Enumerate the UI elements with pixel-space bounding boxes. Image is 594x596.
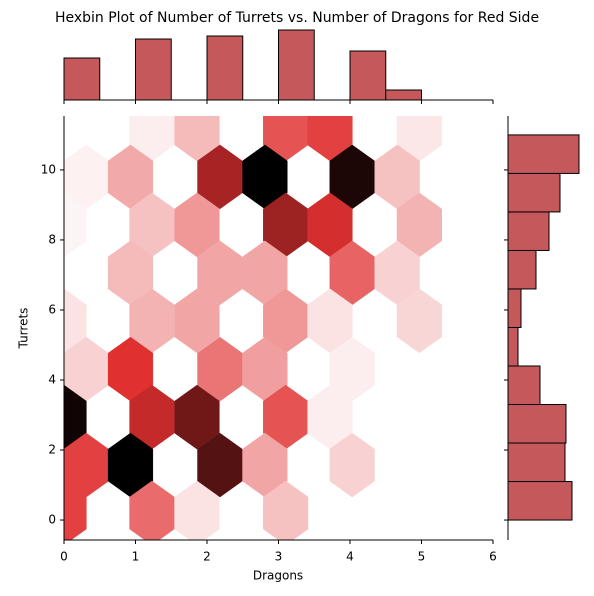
hexbin bbox=[174, 116, 220, 162]
right-hist-bar bbox=[507, 172, 561, 213]
right-hist-bar bbox=[507, 211, 550, 251]
y-tick-label: 2 bbox=[48, 443, 56, 457]
top-hist-bar bbox=[349, 50, 387, 101]
x-axis-label: Dragons bbox=[253, 569, 303, 583]
hexbin bbox=[64, 384, 87, 450]
y-tick-label: 4 bbox=[48, 372, 56, 386]
right-hist-bar bbox=[507, 288, 522, 328]
hex-layer bbox=[64, 116, 442, 540]
right-hist-bar bbox=[507, 481, 573, 521]
top-hist-bar bbox=[278, 29, 315, 101]
x-tick-label: 0 bbox=[60, 550, 68, 564]
top-hist-bar bbox=[135, 38, 172, 101]
y-tick-label: 6 bbox=[48, 302, 56, 316]
hexbin bbox=[129, 480, 175, 540]
x-tick-label: 2 bbox=[203, 550, 211, 564]
hexbin bbox=[64, 480, 87, 540]
right-hist-bar bbox=[507, 365, 541, 406]
hexbin bbox=[174, 288, 220, 354]
right-hist-bar bbox=[507, 404, 567, 444]
hexbin bbox=[263, 480, 309, 540]
x-tick-label: 1 bbox=[132, 550, 140, 564]
top-hist-bar bbox=[206, 35, 244, 101]
right-hist-bar bbox=[507, 249, 537, 290]
hexbin bbox=[174, 384, 220, 450]
top-hist-bar bbox=[385, 89, 422, 101]
hexbin bbox=[197, 240, 243, 306]
right-hist-bar bbox=[507, 134, 580, 174]
x-tick-label: 6 bbox=[489, 550, 497, 564]
hexbin bbox=[197, 336, 243, 402]
hexbin bbox=[197, 432, 243, 498]
top-hist-bar bbox=[63, 57, 101, 101]
hexbin bbox=[64, 192, 87, 258]
x-tick-label: 3 bbox=[275, 550, 283, 564]
hexbin bbox=[174, 480, 220, 540]
hexbin bbox=[64, 288, 87, 354]
hexbin bbox=[329, 432, 375, 498]
x-tick-label: 4 bbox=[346, 550, 354, 564]
hexbin bbox=[174, 192, 220, 258]
chart-title: Hexbin Plot of Number of Turrets vs. Num… bbox=[55, 10, 539, 26]
hexbin bbox=[396, 288, 442, 354]
right-hist-bar bbox=[507, 326, 519, 367]
x-tick-label: 5 bbox=[418, 550, 426, 564]
y-tick-label: 8 bbox=[48, 232, 56, 246]
right-hist-bar bbox=[507, 442, 566, 483]
hexbin bbox=[197, 144, 243, 210]
y-axis-label: Turrets bbox=[17, 308, 31, 350]
y-tick-label: 10 bbox=[41, 162, 56, 176]
y-tick-label: 0 bbox=[48, 513, 56, 527]
